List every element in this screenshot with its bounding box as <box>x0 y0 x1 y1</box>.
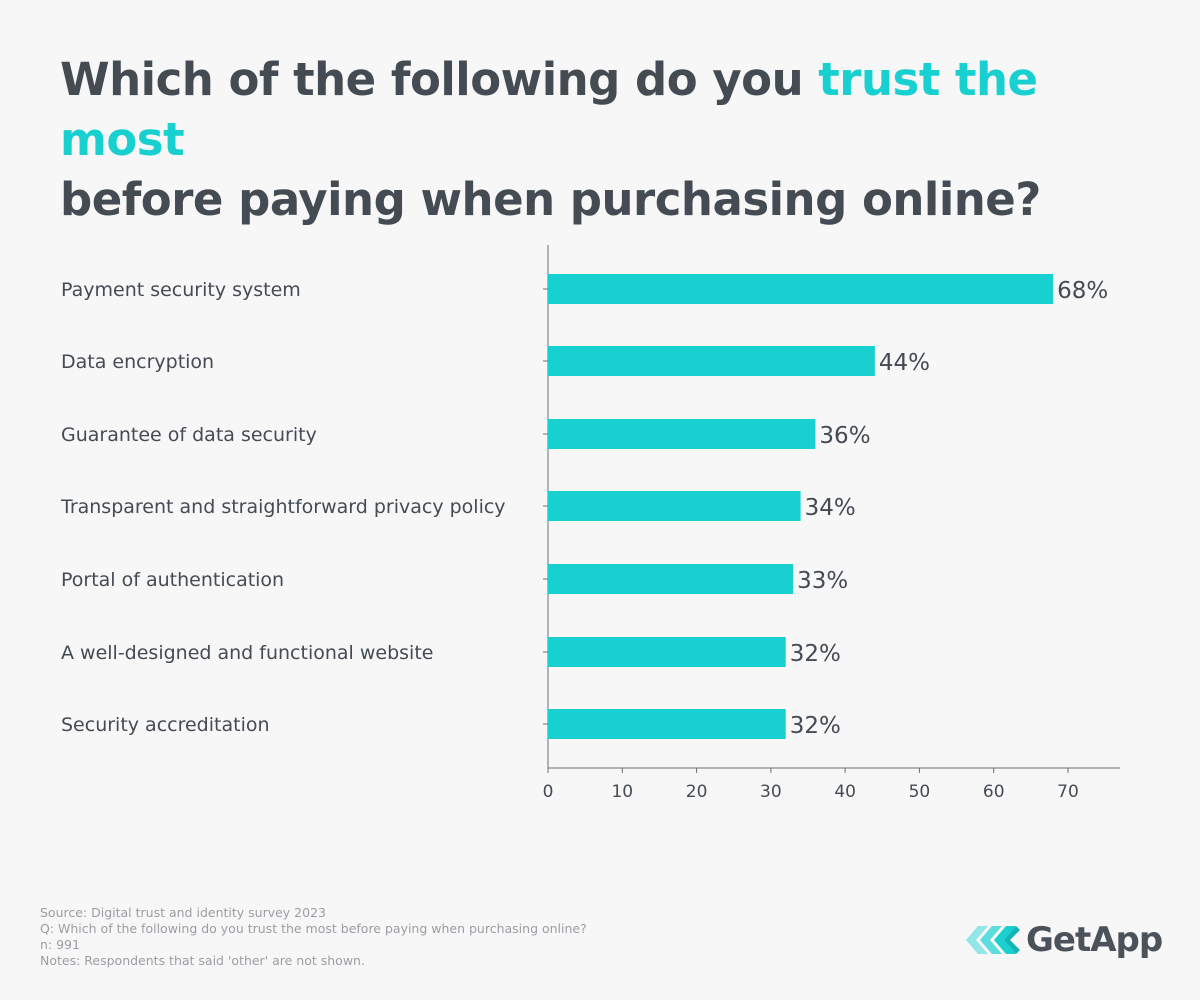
bar <box>548 564 794 594</box>
title-highlight: trust the most <box>60 53 1038 166</box>
category-label: Payment security system <box>61 279 301 301</box>
x-tick-label: 20 <box>686 782 708 802</box>
category-label: Portal of authentication <box>61 569 284 591</box>
x-tick-label: 60 <box>983 782 1005 802</box>
bar <box>548 637 786 667</box>
title-part2: before paying when purchasing online? <box>60 173 1041 226</box>
x-tick-label: 70 <box>1057 782 1079 802</box>
value-label: 44% <box>879 350 930 376</box>
bar <box>548 491 801 521</box>
footer-question: Q: Which of the following do you trust t… <box>40 921 587 936</box>
x-tick-label: 40 <box>834 782 856 802</box>
category-label: Security accreditation <box>61 714 270 736</box>
bar <box>548 274 1054 304</box>
footer-notes: Source: Digital trust and identity surve… <box>40 905 587 969</box>
getapp-logo: GetApp <box>964 918 1163 962</box>
footer-n: n: 991 <box>40 937 80 952</box>
value-label: 32% <box>790 713 841 739</box>
category-label: Data encryption <box>61 351 214 373</box>
category-label: A well-designed and functional website <box>61 642 433 664</box>
x-tick-label: 10 <box>611 782 633 802</box>
value-label: 32% <box>790 641 841 667</box>
bar <box>548 346 875 376</box>
getapp-chevrons-icon <box>966 926 1020 954</box>
value-label: 33% <box>797 568 848 594</box>
x-tick-label: 50 <box>909 782 931 802</box>
x-tick-label: 30 <box>760 782 782 802</box>
bar <box>548 709 786 739</box>
logo-text: GetApp <box>1026 920 1163 960</box>
bar <box>548 419 816 449</box>
footer-notes-text: Notes: Respondents that said 'other' are… <box>40 953 365 968</box>
value-label: 36% <box>819 423 870 449</box>
category-label: Guarantee of data security <box>61 424 317 446</box>
title-part1: Which of the following do you <box>60 53 819 106</box>
value-label: 34% <box>805 495 856 521</box>
value-label: 68% <box>1057 278 1108 304</box>
x-tick-label: 0 <box>543 782 554 802</box>
chart-title: Which of the following do you trust the … <box>60 50 1160 230</box>
footer-source: Source: Digital trust and identity surve… <box>40 905 326 920</box>
category-label: Transparent and straightforward privacy … <box>60 496 506 518</box>
